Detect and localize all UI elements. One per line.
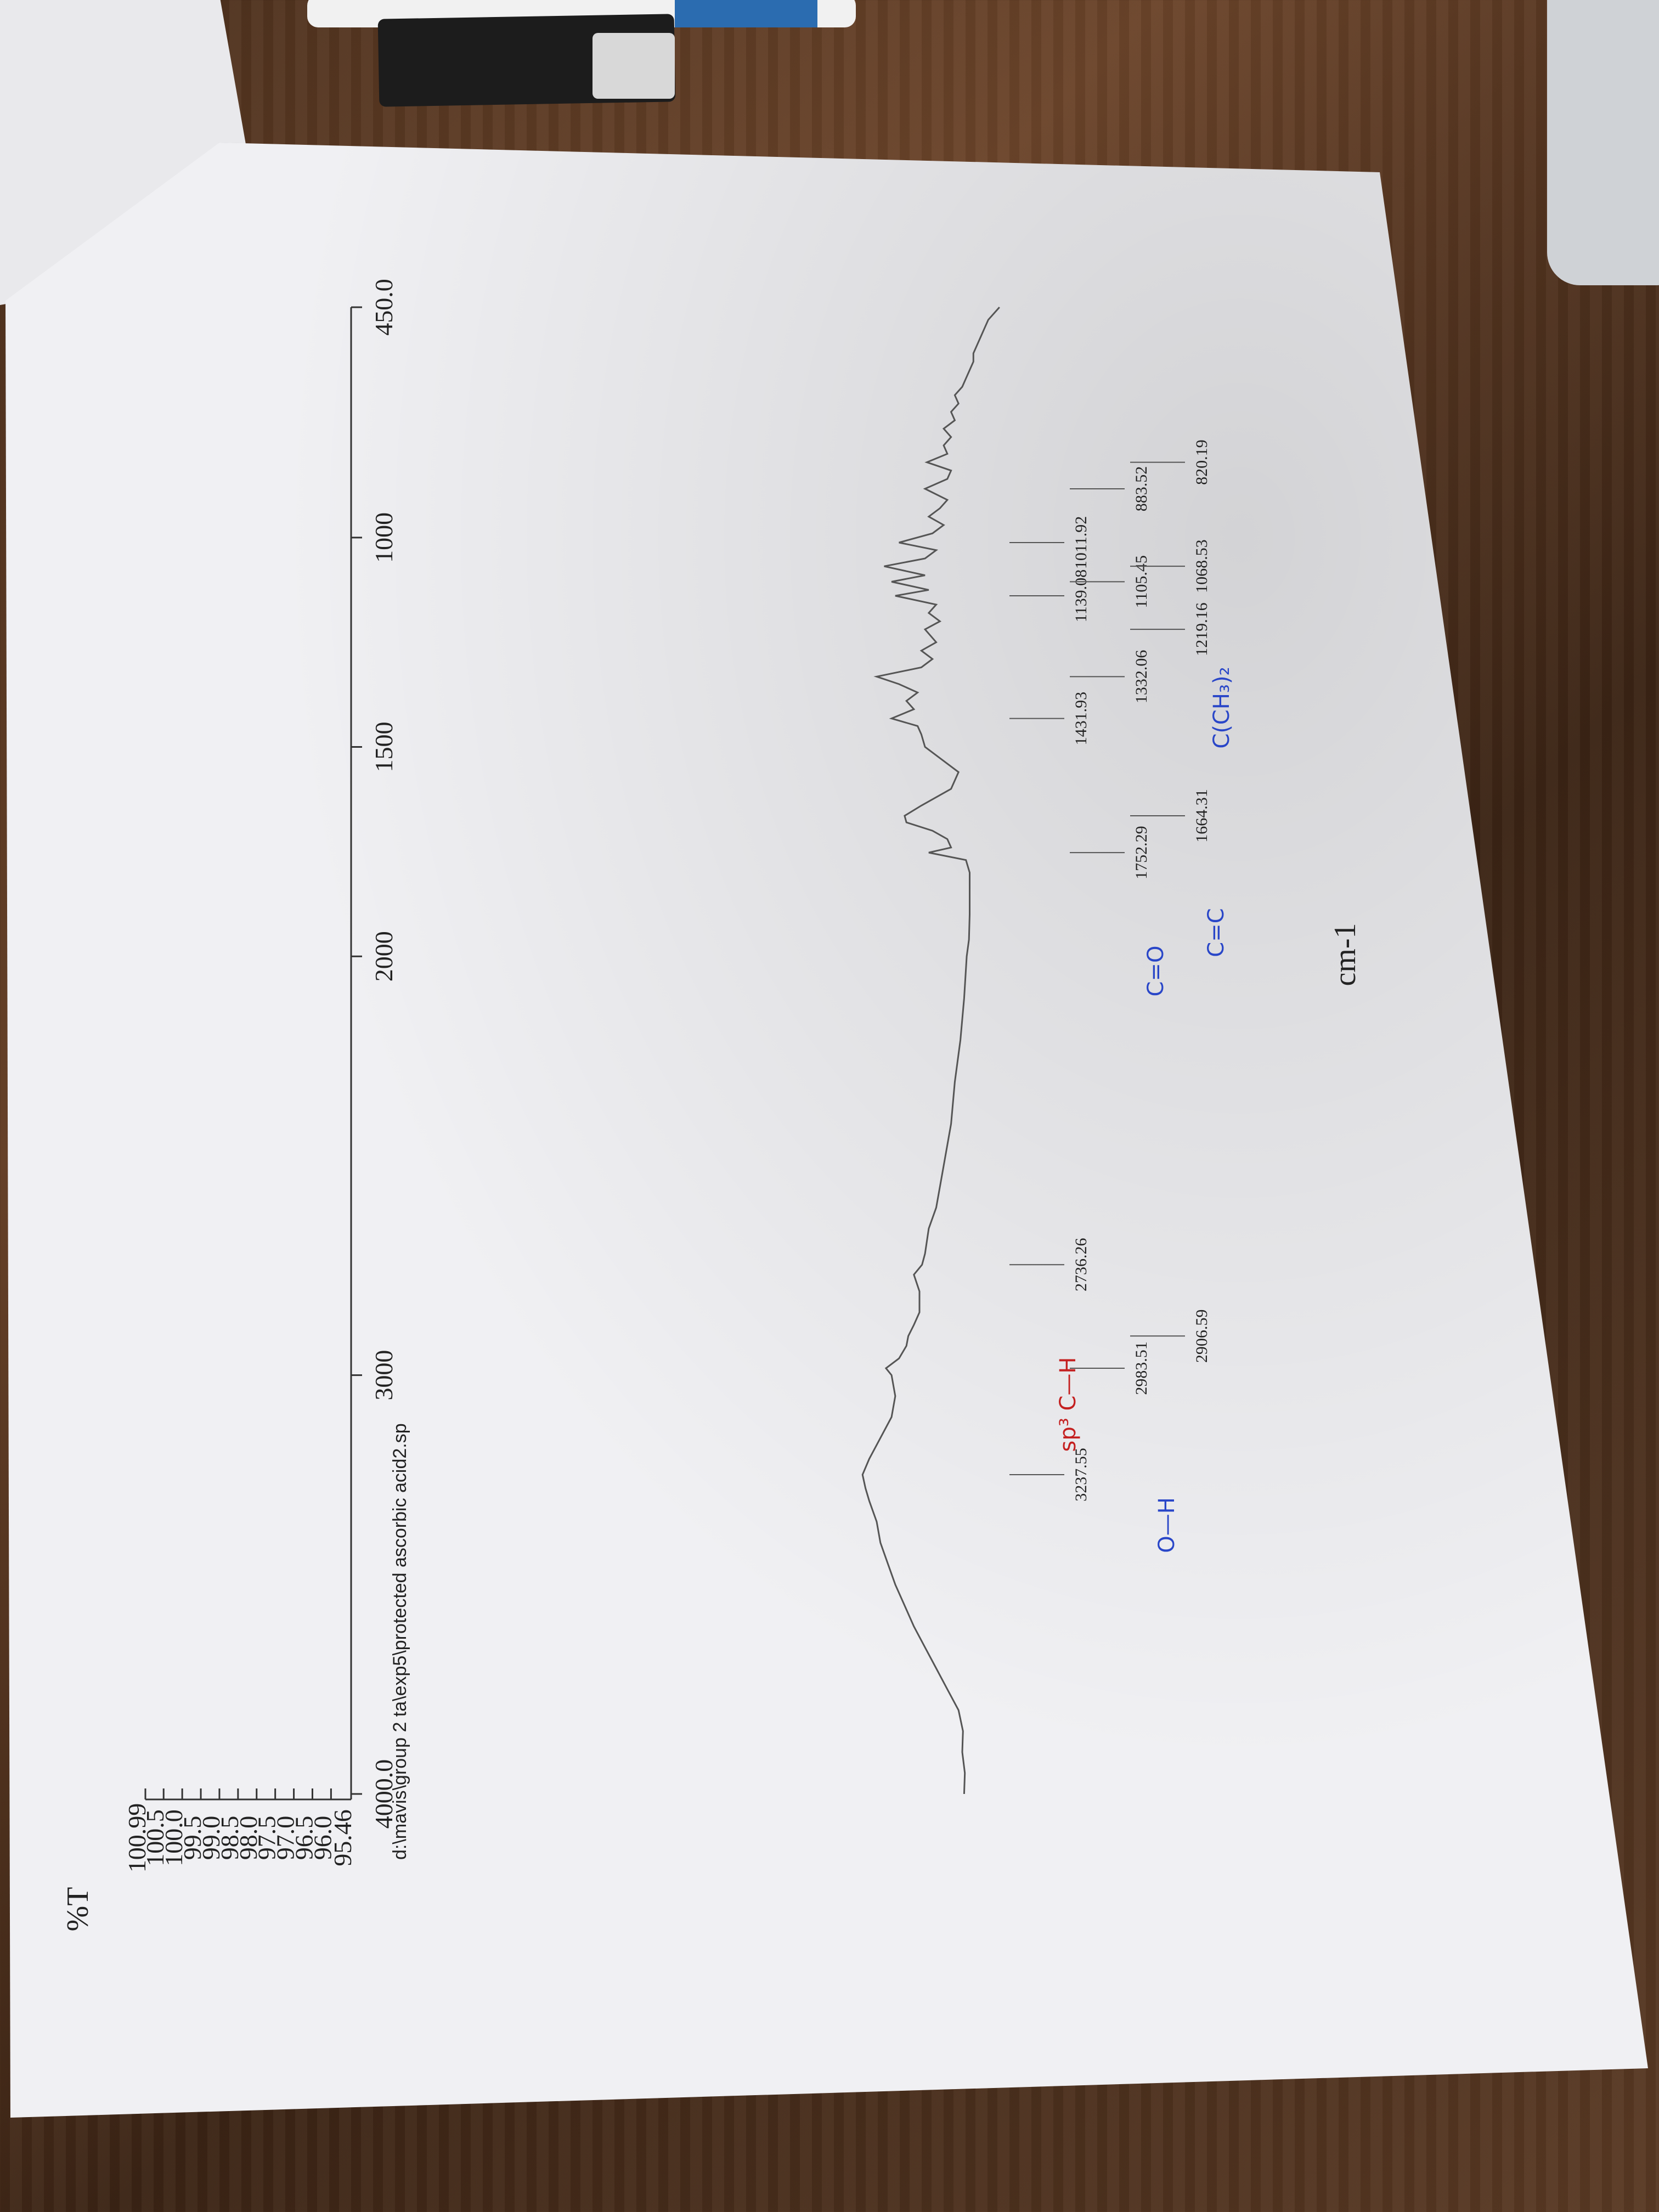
peak-label: 1219.16 (1193, 602, 1211, 656)
peak-label: 2983.51 (1132, 1341, 1150, 1395)
sheet-shadow (5, 143, 1648, 2118)
y-tick-label: 100.0 (160, 1809, 188, 1866)
peak-label: 2736.26 (1072, 1238, 1090, 1292)
battery-terminal (592, 33, 675, 99)
y-axis-title: %T (61, 1887, 95, 1932)
peak-label: 1332.06 (1132, 650, 1150, 704)
y-tick-label: 99.5 (178, 1816, 206, 1860)
x-tick-label: 1500 (370, 722, 398, 772)
y-tick-label: 97.0 (272, 1816, 300, 1860)
handwritten-note: C=O (1143, 946, 1169, 997)
y-tick-label: 96.0 (308, 1816, 336, 1860)
y-tick-label: 100.99 (123, 1803, 151, 1873)
x-tick-label: 1000 (370, 512, 398, 563)
x-tick-label: 3000 (370, 1350, 398, 1401)
peak-label: 1752.29 (1132, 826, 1150, 879)
x-tick-label: 4000.0 (370, 1759, 398, 1829)
x-tick-label: 450.0 (370, 279, 398, 336)
peak-label: 3237.55 (1072, 1448, 1090, 1502)
pen-label-band (675, 0, 817, 27)
chart-group: 4000.0 3000 2000 1500 1000 450.0 95.4696.096.5… (61, 279, 1362, 1931)
y-tick-label: 100.5 (141, 1809, 169, 1866)
y-tick-label: 98.5 (216, 1816, 244, 1860)
spectrum-line (861, 306, 1000, 1795)
y-tick-label: 99.0 (197, 1816, 225, 1860)
peak-label: 883.52 (1132, 466, 1150, 512)
handwritten-note: C=C (1204, 908, 1229, 957)
handwritten-note: C(CH₃)₂ (1209, 667, 1234, 748)
peak-label: 820.19 (1193, 439, 1211, 485)
handwritten-note: O—H (1154, 1497, 1180, 1553)
plastic-object (1547, 0, 1659, 285)
file-label: d:\mavis\group 2 ta\exp5\protected ascor… (390, 1423, 410, 1860)
peak-label: 1105.45 (1132, 555, 1150, 608)
y-tick-label: 97.5 (253, 1816, 281, 1860)
trace-group (861, 306, 1000, 1795)
peak-label: 1068.53 (1193, 539, 1211, 593)
peak-label: 1664.31 (1193, 789, 1211, 843)
peak-label: 1139.08 (1072, 569, 1090, 622)
y-tick-label: 98.0 (234, 1816, 262, 1860)
y-tick-label: 96.5 (290, 1816, 318, 1860)
printed-spectrum-sheet (5, 143, 1648, 2118)
peak-label: 1431.93 (1072, 692, 1090, 746)
handwritten-note: sp³ C—H (1056, 1357, 1081, 1452)
x-axis-title: cm-1 (1328, 923, 1362, 986)
peak-label: 1011.92 (1072, 516, 1090, 569)
x-tick-label: 2000 (370, 931, 398, 981)
peak-label: 2906.59 (1193, 1310, 1211, 1363)
y-tick-label: 95.46 (329, 1809, 357, 1866)
